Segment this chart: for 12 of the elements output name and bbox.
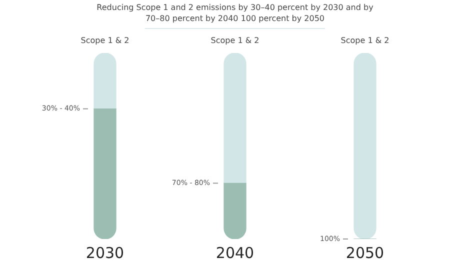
x-tick-label: 2030 [86, 244, 124, 262]
chart-title: Reducing Scope 1 and 2 emissions by 30–40 percent by 2030 and by 70–80 percent by 2040 100 percent by 2050 [96, 2, 374, 24]
x-tick-label: 2050 [346, 244, 384, 262]
bar [224, 53, 246, 184]
text: Scope 1 & 2 [80, 36, 130, 46]
text: Scope 1 & 2 [210, 36, 260, 46]
bar [94, 108, 116, 239]
bar [224, 182, 246, 239]
text: Scope 1 & 2 [340, 36, 390, 46]
bar [354, 53, 376, 239]
x-tick-label: 2040 [216, 244, 254, 262]
bar [94, 53, 116, 110]
